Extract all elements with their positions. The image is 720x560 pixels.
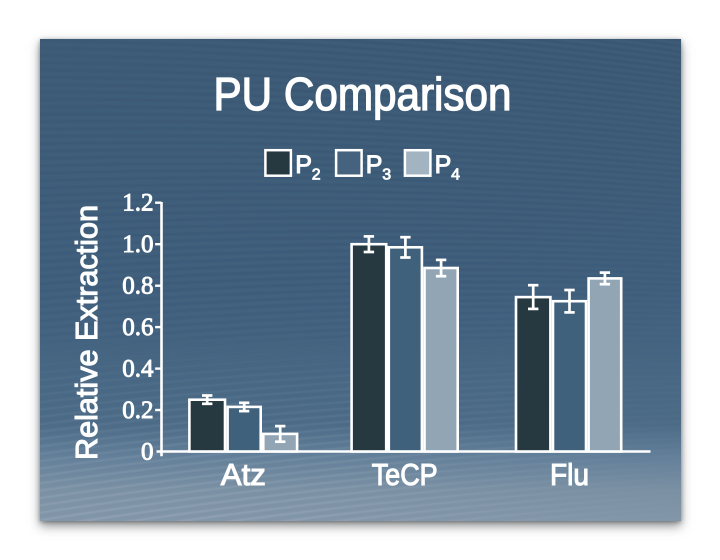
svg-text:P: P	[365, 151, 382, 179]
svg-text:Relative Extraction: Relative Extraction	[69, 205, 104, 460]
svg-text:P: P	[434, 151, 451, 179]
svg-text:4: 4	[451, 167, 460, 184]
svg-text:Flu: Flu	[550, 457, 589, 492]
svg-text:1.2: 1.2	[122, 190, 153, 217]
svg-text:0.2: 0.2	[122, 397, 153, 424]
svg-text:PU Comparison: PU Comparison	[213, 68, 511, 120]
svg-text:1.0: 1.0	[122, 231, 153, 258]
svg-text:0.6: 0.6	[122, 314, 153, 341]
svg-text:0.8: 0.8	[122, 273, 153, 300]
svg-text:TeCP: TeCP	[371, 457, 437, 492]
svg-text:3: 3	[382, 167, 391, 184]
svg-text:0: 0	[141, 439, 154, 466]
svg-text:0.4: 0.4	[122, 356, 154, 383]
svg-text:P: P	[295, 151, 312, 179]
svg-text:2: 2	[311, 167, 320, 184]
svg-text:Atz: Atz	[220, 457, 265, 492]
